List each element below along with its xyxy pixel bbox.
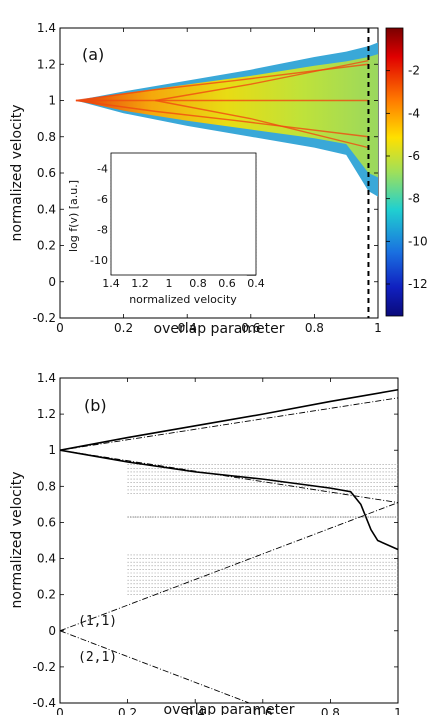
inset-y-tick-label: -10 xyxy=(90,254,108,267)
axes-a: 0 0.2 0.4 0.6 0.8 1-0.200.20.40.60.811.21.4 xyxy=(33,21,382,335)
colorbar-tick-label: -10 xyxy=(408,234,428,248)
colorbar-tick-label: -2 xyxy=(408,64,420,78)
inset-y-tick-label: -4 xyxy=(97,162,108,175)
series-line-solid xyxy=(60,388,398,452)
b-x-tick-label: 0.6 xyxy=(253,706,272,715)
colorbar-tick-label: -12 xyxy=(408,277,428,291)
y-axis-label-b: normalized velocity xyxy=(9,472,25,609)
distribution-ridge xyxy=(75,99,369,138)
heatmap-distribution xyxy=(75,42,378,197)
a-x-tick-label: 0 xyxy=(56,321,64,335)
inset-x-tick-label: 1.4 xyxy=(102,277,120,290)
inset-frame xyxy=(110,152,257,276)
a-y-tick-label: 0.2 xyxy=(37,239,56,253)
inset-x-label: normalized velocity xyxy=(129,293,237,306)
inset-x-tick-label: 0.8 xyxy=(189,277,207,290)
b-y-tick-label: -0.4 xyxy=(33,696,56,710)
inset-y-tick-label: -6 xyxy=(97,193,108,206)
a-x-tick-label: 1 xyxy=(374,321,382,335)
x-axis-label-a: overlap parameter xyxy=(154,321,285,337)
b-x-tick-label: 0.8 xyxy=(321,706,340,715)
inset-y-label: log f(v) [a.u.] xyxy=(67,180,80,252)
inset-x-tick-label: 0.4 xyxy=(247,277,265,290)
a-x-tick-label: 0.2 xyxy=(114,321,133,335)
chart-panel-a: 0 0.2 0.4 0.6 0.8 1-0.200.20.40.60.811.21.4 (… xyxy=(9,21,428,337)
a-x-tick-label: 0.8 xyxy=(305,321,324,335)
a-y-tick-label: 0.8 xyxy=(37,130,56,144)
inset-x-tick-label: 1.2 xyxy=(131,277,149,290)
a-y-tick-label: 1.2 xyxy=(37,57,56,71)
colorbar-scale xyxy=(385,27,404,317)
colorbar: -2 -4 -6 -8 -10 -12 xyxy=(385,27,428,317)
b-y-tick-label: 1.4 xyxy=(37,371,56,385)
series-line-dashed xyxy=(60,630,250,703)
b-y-tick-label: 0.8 xyxy=(37,479,56,493)
distribution-ridge xyxy=(155,99,369,149)
distribution-ridge xyxy=(75,63,369,102)
b-x-tick-label: 1 xyxy=(394,706,402,715)
annotation-2-1: (2,1) xyxy=(78,650,117,665)
b-x-tick-label: 0 xyxy=(56,706,64,715)
a-y-tick-label: 1 xyxy=(48,94,56,108)
distribution-ridge xyxy=(155,59,369,102)
b-y-tick-label: 0.2 xyxy=(37,588,56,602)
a-y-tick-label: 0.4 xyxy=(37,202,56,216)
b-y-tick-label: 1.2 xyxy=(37,407,56,421)
b-x-tick-label: 0.4 xyxy=(186,706,205,715)
axes-b: 0 0.2 0.4 0.6 0.8 1 -0.4 -0.2 0 0.2 0.4 0.6 0.8 1 1.2 1… xyxy=(33,371,402,715)
series-line-solid xyxy=(60,449,398,551)
inset-y-tick-label: -8 xyxy=(97,223,108,236)
panel-label-b: (b) xyxy=(84,396,107,415)
b-y-tick-label: -0.2 xyxy=(33,660,56,674)
a-y-tick-label: 0.6 xyxy=(37,166,56,180)
colorbar-tick-label: -6 xyxy=(408,149,420,163)
a-y-tick-label: -0.2 xyxy=(33,311,56,325)
b-x-tick-label: 0.2 xyxy=(118,706,137,715)
x-axis-label-b: overlap parameter xyxy=(164,702,295,715)
inset-x-tick-label: 0.6 xyxy=(218,277,236,290)
series-line-dashed xyxy=(60,449,398,504)
plot-frame-b xyxy=(59,377,399,704)
a-x-tick-label: 0.6 xyxy=(241,321,260,335)
y-axis-label-a: normalized velocity xyxy=(9,105,25,242)
annotation-1-1: (1,1) xyxy=(78,614,117,629)
b-y-tick-label: 0.4 xyxy=(37,552,56,566)
colorbar-tick-label: -4 xyxy=(408,106,420,120)
distribution-core xyxy=(75,54,378,178)
a-y-tick-label: 0 xyxy=(48,275,56,289)
b-y-tick-label: 0.6 xyxy=(37,515,56,529)
inset-x-tick-label: 1 xyxy=(166,277,173,290)
colorbar-tick-label: -8 xyxy=(408,192,420,206)
a-x-tick-label: 0.4 xyxy=(178,321,197,335)
b-y-tick-label: 1 xyxy=(48,443,56,457)
series-line-dashed xyxy=(60,397,398,451)
inset-histogram: normalized velocity log f(v) [a.u.] 1.4 1… xyxy=(67,152,265,306)
series-line-dashed xyxy=(60,502,398,632)
a-y-tick-label: 1.4 xyxy=(37,21,56,35)
series-group-b xyxy=(60,388,398,703)
chart-panel-b: 0 0.2 0.4 0.6 0.8 1 -0.4 -0.2 0 0.2 0.4 0.6 0.8 1 1.2 1… xyxy=(9,371,402,715)
b-y-tick-label: 0 xyxy=(48,624,56,638)
panel-label-a: (a) xyxy=(82,45,104,64)
